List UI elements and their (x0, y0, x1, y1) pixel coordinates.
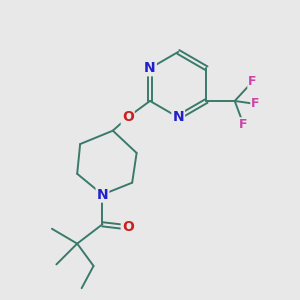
Text: O: O (122, 220, 134, 234)
Text: N: N (97, 188, 108, 202)
Text: F: F (248, 75, 257, 88)
Text: F: F (251, 98, 260, 110)
Text: N: N (172, 110, 184, 124)
Text: O: O (122, 110, 134, 124)
Text: F: F (239, 118, 248, 131)
Text: N: N (144, 61, 156, 75)
